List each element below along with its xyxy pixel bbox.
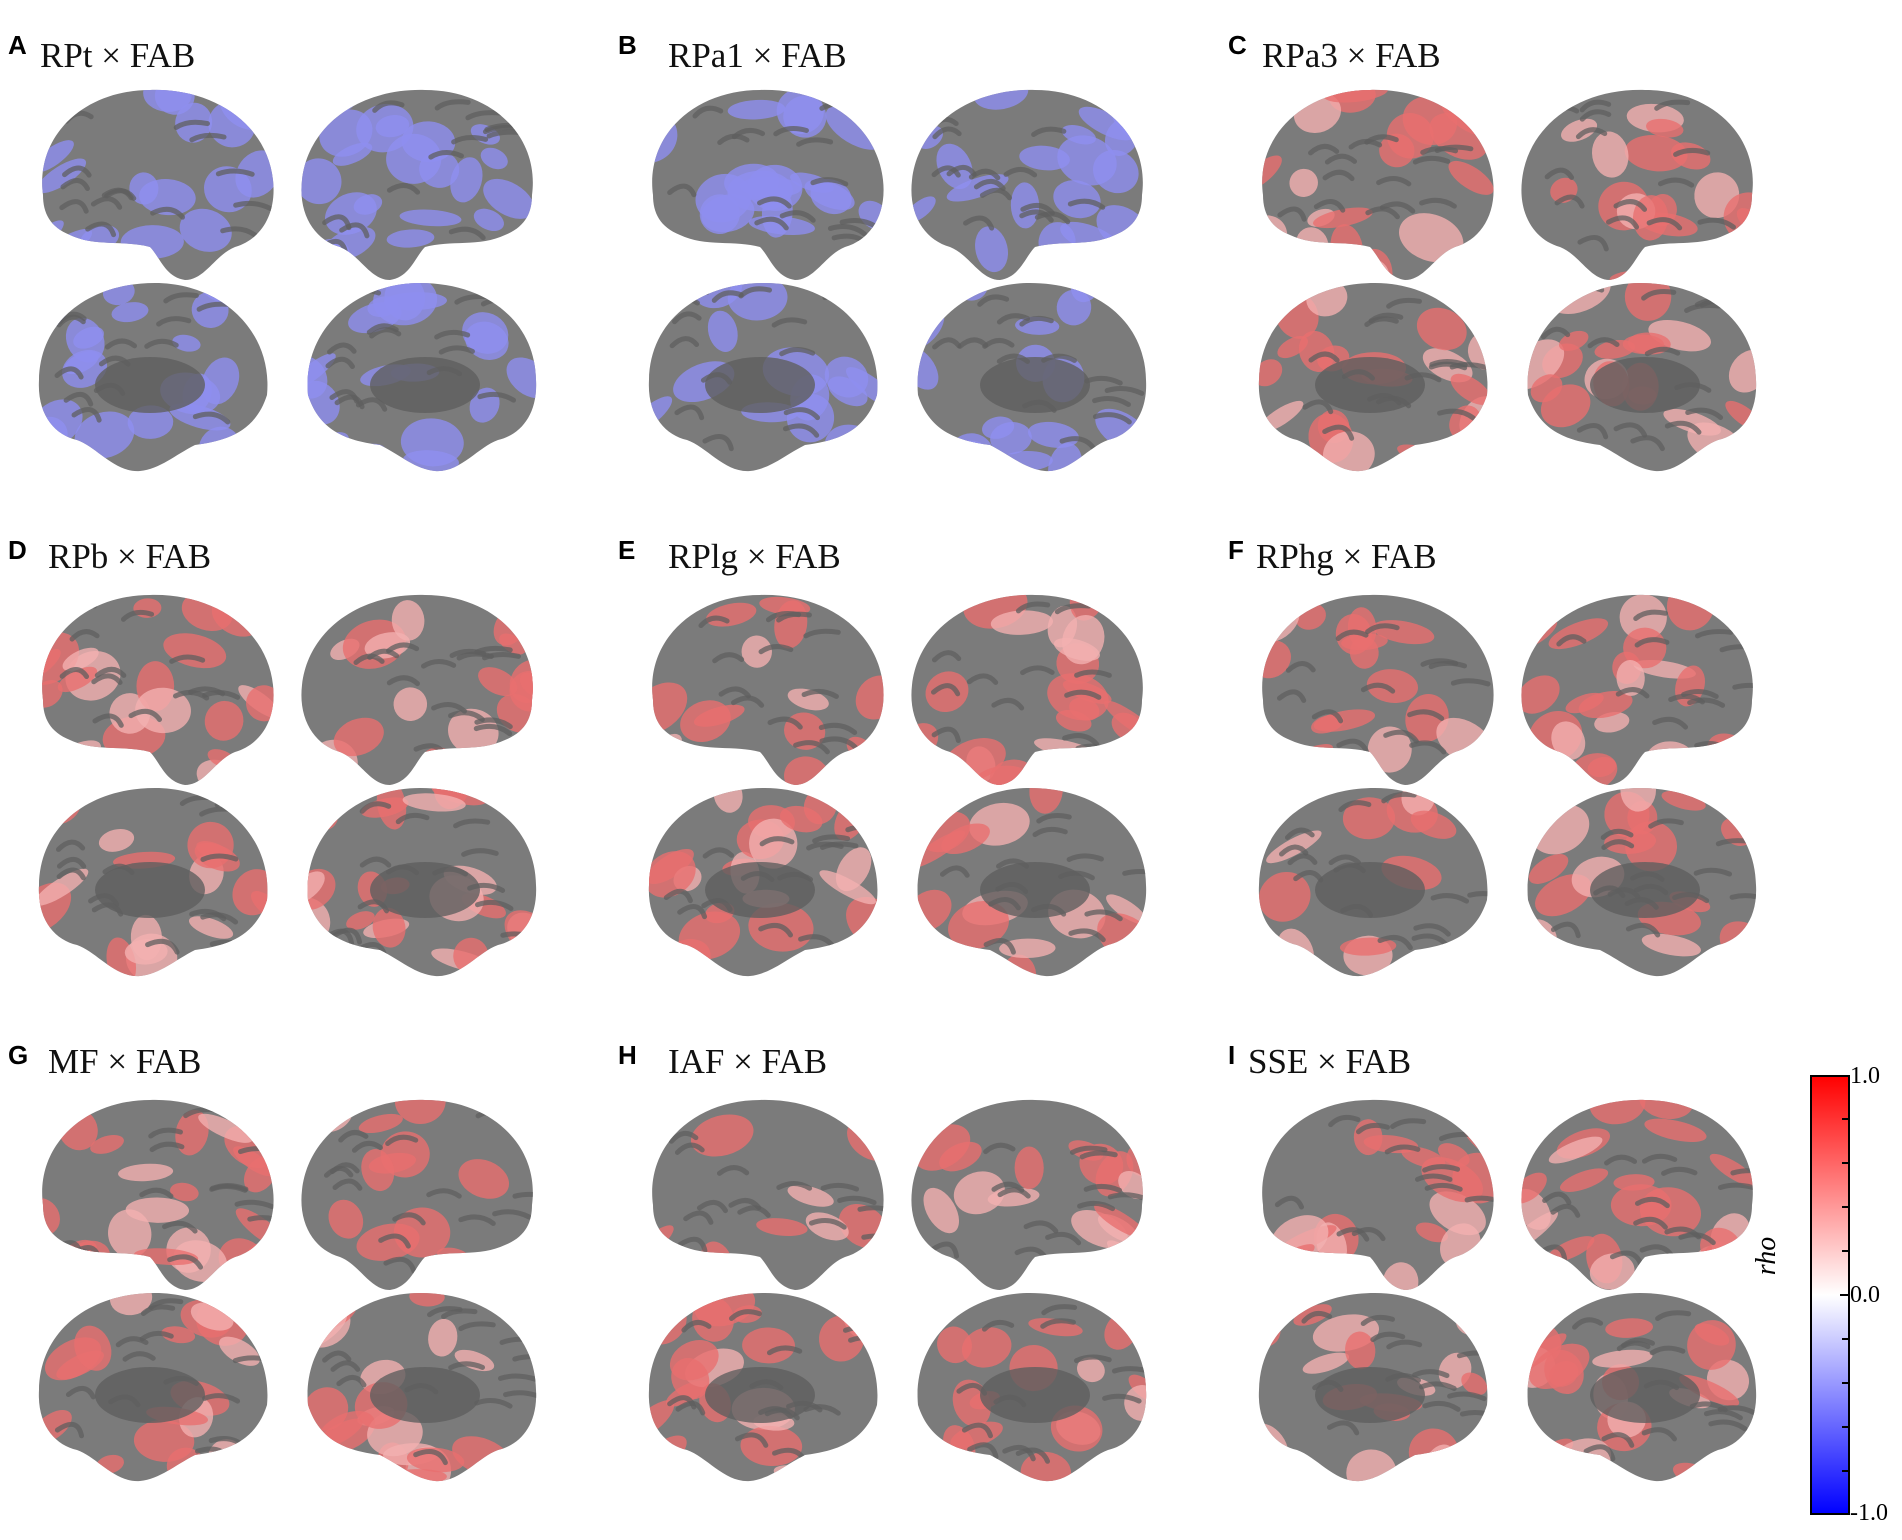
panel-title: IAF × FAB (668, 1042, 828, 1081)
colorbar-min-label: -1.0 (1850, 1500, 1888, 1526)
brain-views (38, 89, 537, 472)
panel-letter: C (1228, 30, 1247, 60)
panel-b: B RPa1 × FAB (610, 30, 1210, 530)
lateral-view (1262, 594, 1494, 786)
panel-title: RPa3 × FAB (1262, 36, 1441, 75)
medial-view (1258, 788, 1488, 977)
rho-colorbar (1810, 1075, 1850, 1515)
lateral-view (301, 594, 533, 786)
medial-view (38, 1293, 268, 1482)
lateral-view (42, 594, 274, 786)
brain-views (38, 594, 537, 977)
medial-view (648, 283, 878, 472)
colorbar-mid-label: 0.0 (1850, 1282, 1880, 1308)
lateral-view (42, 1099, 274, 1290)
lateral-view (911, 1099, 1143, 1291)
lateral-view (42, 89, 274, 280)
colorbar-ticks (1840, 1118, 1849, 1472)
panel-letter: A (8, 30, 27, 60)
panel-title: RPlg × FAB (668, 537, 841, 576)
brain-views (1258, 594, 1757, 977)
panel-title: RPa1 × FAB (668, 36, 847, 75)
panel-title: MF × FAB (48, 1042, 202, 1081)
medial-view (307, 283, 537, 472)
panel-letter: I (1228, 1040, 1236, 1070)
medial-view (307, 788, 537, 977)
lateral-view (652, 89, 884, 281)
lateral-view (911, 594, 1143, 786)
medial-view (1258, 1293, 1488, 1482)
colorbar-axis-label: rho (1751, 1236, 1783, 1276)
medial-view (648, 788, 878, 977)
panel-letter: E (618, 535, 636, 565)
brain-views (38, 1099, 537, 1482)
panel-i: I SSE × FAB (1220, 1040, 1820, 1540)
lateral-view (1521, 89, 1753, 281)
lateral-view (1521, 594, 1753, 786)
lateral-view (1262, 1099, 1494, 1291)
panel-h: H IAF × FAB (610, 1040, 1210, 1540)
panel-g: G MF × FAB (0, 1040, 600, 1540)
brain-views (1258, 1099, 1757, 1482)
panel-letter: D (8, 535, 27, 565)
medial-view (307, 1293, 537, 1482)
panel-d: D RPb × FAB (0, 535, 600, 1035)
brain-views (648, 89, 1147, 472)
panel-a: A RPt × FAB (0, 30, 600, 530)
lateral-view (301, 1099, 533, 1290)
panel-title: RPt × FAB (40, 36, 196, 75)
medial-view (1258, 283, 1488, 472)
panel-letter: B (618, 30, 637, 60)
colorbar-max-label: 1.0 (1850, 1063, 1880, 1089)
panel-letter: G (8, 1040, 29, 1070)
medial-view (648, 1293, 878, 1482)
medial-view (1527, 1293, 1757, 1482)
panel-title: SSE × FAB (1248, 1042, 1412, 1081)
brain-views (648, 1099, 1147, 1482)
panel-letter: F (1228, 535, 1244, 565)
panel-title: RPb × FAB (48, 537, 212, 576)
panel-title: RPhg × FAB (1256, 537, 1437, 576)
medial-view (38, 283, 268, 472)
lateral-view (911, 89, 1143, 281)
panel-letter: H (618, 1040, 637, 1070)
medial-view (38, 788, 268, 977)
medial-view (917, 283, 1147, 472)
brain-views (1258, 89, 1757, 472)
medial-view (917, 1293, 1147, 1482)
lateral-view (1262, 89, 1494, 281)
brain-views (648, 594, 1147, 977)
lateral-view (1521, 1099, 1753, 1290)
panel-c: C RPa3 × FAB (1220, 30, 1820, 530)
panel-f: F RPhg × FAB (1220, 535, 1820, 1035)
panel-e: E RPlg × FAB (610, 535, 1210, 1035)
lateral-view (652, 1099, 884, 1291)
medial-view (917, 788, 1147, 977)
medial-view (1527, 788, 1757, 977)
medial-view (1527, 283, 1757, 472)
lateral-view (652, 594, 884, 786)
lateral-view (301, 89, 533, 281)
